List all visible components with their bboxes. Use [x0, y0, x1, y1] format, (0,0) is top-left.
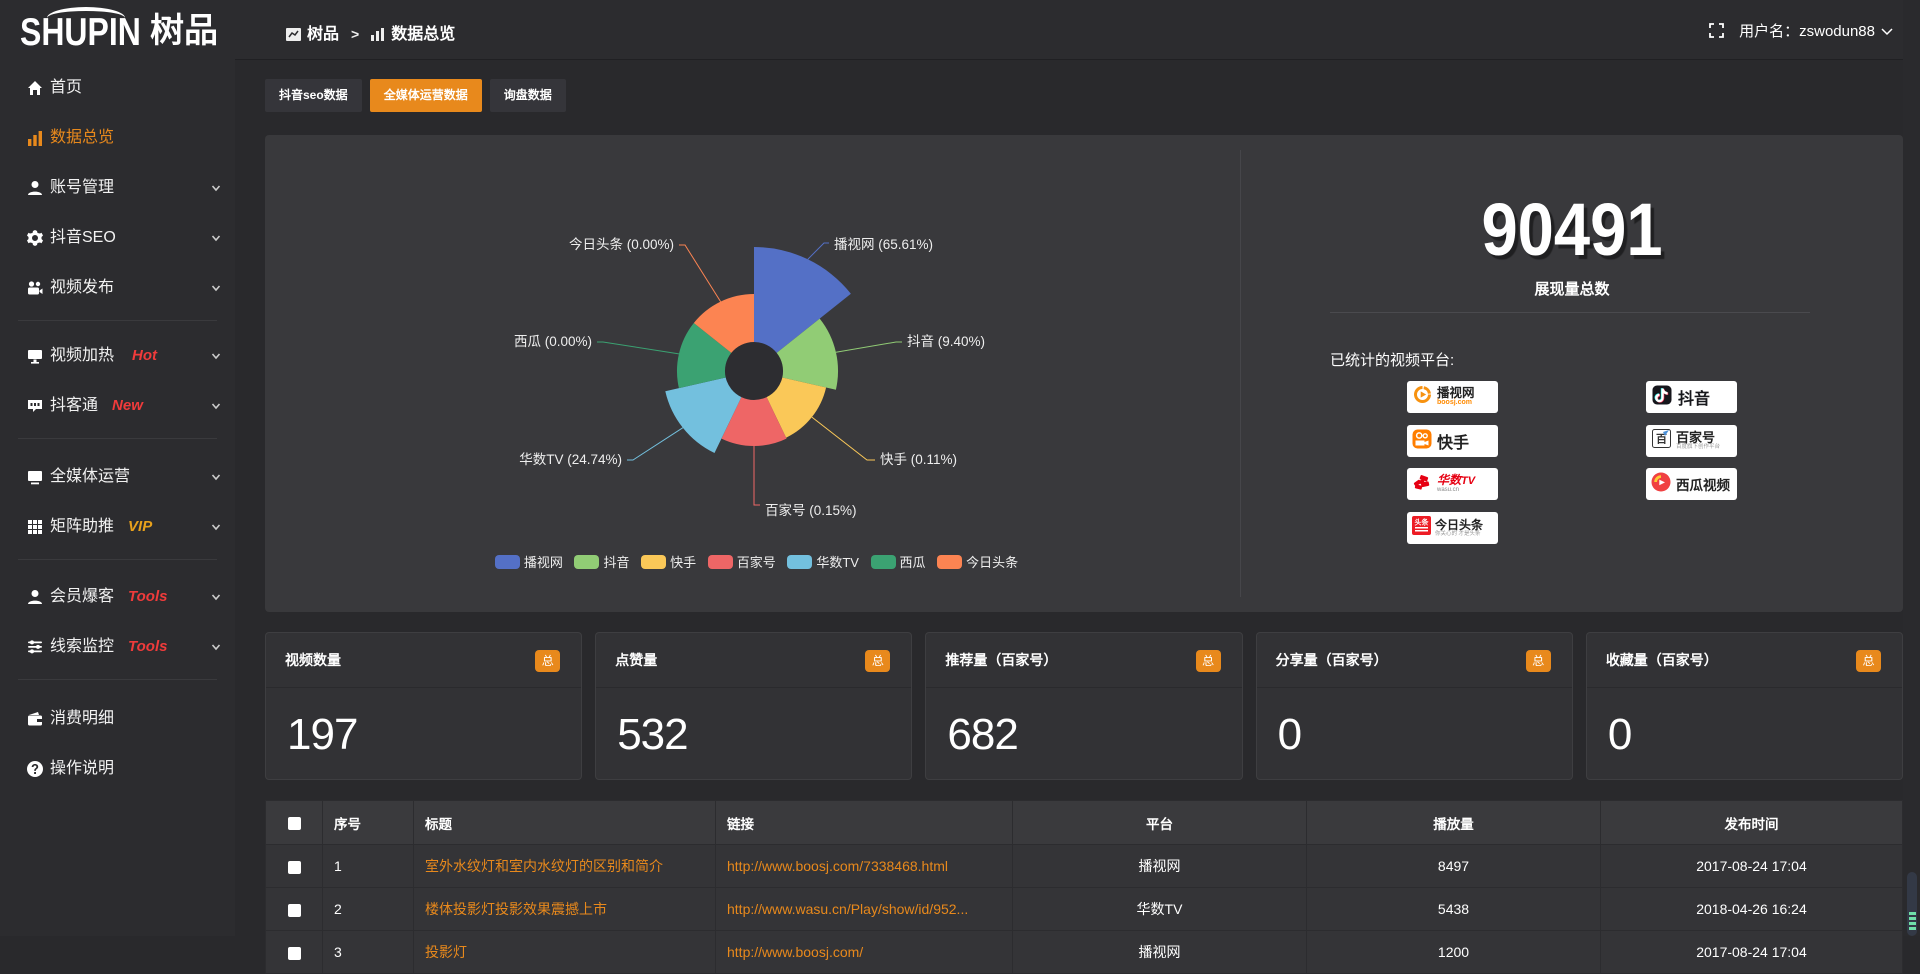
svg-text:头条: 头条 [1414, 518, 1429, 527]
svg-text:华数TV (24.74%): 华数TV (24.74%) [519, 452, 622, 467]
svg-text:百家号 (0.15%): 百家号 (0.15%) [765, 502, 857, 518]
svg-text:今日头条 (0.00%): 今日头条 (0.00%) [569, 236, 674, 252]
svg-text:播视网 (65.61%): 播视网 (65.61%) [834, 237, 933, 252]
svg-text:快手 (0.11%): 快手 (0.11%) [880, 452, 957, 467]
svg-text:百: 百 [1656, 433, 1667, 446]
svg-text:抖音 (9.40%): 抖音 (9.40%) [907, 333, 985, 349]
svg-text:西瓜 (0.00%): 西瓜 (0.00%) [514, 334, 592, 349]
